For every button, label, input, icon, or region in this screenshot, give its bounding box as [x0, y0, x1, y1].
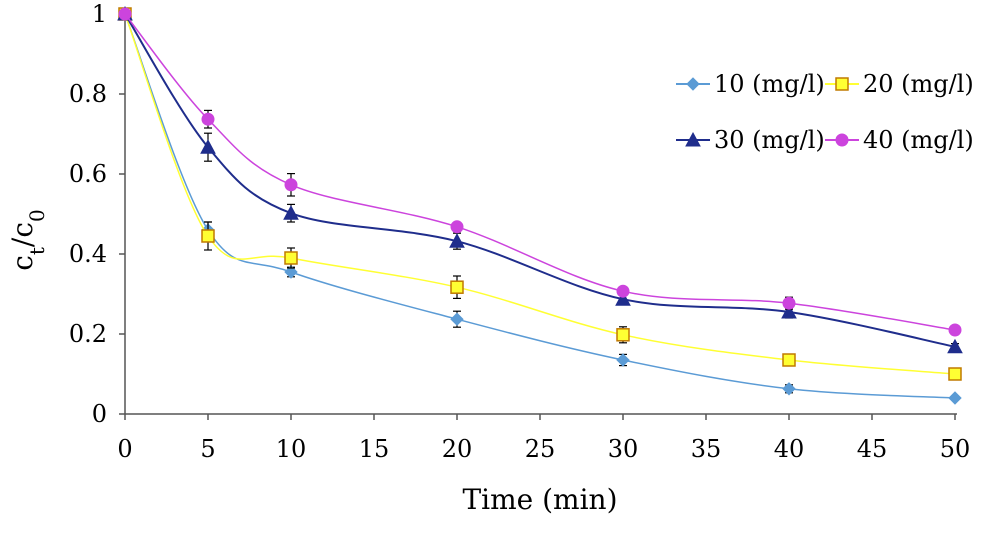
data-point	[201, 229, 215, 243]
legend-item-4: 40 (mg/l)	[825, 126, 974, 154]
y-axis-title-sub1: t	[25, 247, 49, 255]
x-tick-label: 25	[525, 435, 556, 463]
y-tick-label: 0.2	[69, 320, 107, 348]
series-1	[118, 7, 962, 405]
data-point	[782, 382, 796, 396]
legend-marker	[835, 77, 849, 91]
data-point	[615, 291, 631, 306]
y-axis-title-slash: /c	[6, 222, 39, 247]
data-point	[284, 251, 298, 265]
legend-marker	[835, 133, 849, 147]
data-point	[781, 303, 797, 319]
x-tick-label: 50	[940, 435, 971, 463]
data-point	[616, 353, 630, 367]
data-point	[616, 328, 630, 342]
x-tick-label: 10	[276, 435, 307, 463]
y-axis-title-main: c	[6, 255, 39, 271]
y-tick-label: 1	[92, 0, 107, 28]
data-point	[200, 139, 216, 154]
data-point	[283, 205, 299, 220]
x-tick-label: 15	[359, 435, 390, 463]
series-line	[124, 13, 956, 399]
data-point	[449, 233, 465, 248]
svg-text:ct/c0: ct/c0	[6, 209, 49, 271]
legend: 10 (mg/l) 20 (mg/l) 30 (mg/l) 40 (mg/l)	[676, 70, 974, 154]
data-point	[782, 296, 796, 310]
data-point	[948, 323, 962, 337]
data-point	[450, 280, 464, 294]
y-tick-label: 0.4	[69, 240, 107, 268]
data-point	[616, 284, 630, 298]
legend-item-3: 30 (mg/l)	[676, 126, 825, 154]
x-tick-label: 35	[691, 435, 722, 463]
legend-label: 10 (mg/l)	[714, 70, 825, 98]
x-tick-label: 5	[200, 435, 215, 463]
y-tick-label: 0	[92, 400, 107, 428]
legend-label: 30 (mg/l)	[714, 126, 825, 154]
x-tick-label: 40	[774, 435, 805, 463]
y-tick-label: 0.6	[69, 160, 107, 188]
data-point	[450, 220, 464, 234]
series-3	[117, 5, 963, 354]
x-tick-label: 20	[442, 435, 473, 463]
data-point	[948, 367, 962, 381]
legend-marker	[685, 131, 701, 147]
data-point	[201, 112, 215, 126]
y-axis-title: ct/c0	[6, 209, 49, 271]
data-point	[118, 7, 132, 21]
series-4	[118, 7, 962, 337]
legend-label: 40 (mg/l)	[863, 126, 974, 154]
x-axis-title: Time (min)	[462, 483, 617, 516]
legend-marker	[686, 77, 700, 91]
series-line	[124, 13, 956, 348]
data-point	[948, 391, 962, 405]
legend-item-1: 10 (mg/l)	[676, 70, 825, 98]
series-2	[118, 7, 962, 381]
legend-item-2: 20 (mg/l)	[825, 70, 974, 98]
axes: 00.20.40.60.810 5 10 15 20 25 30 35 40 45 50	[69, 0, 970, 463]
y-axis-title-sub2: 0	[25, 209, 49, 222]
series-layer	[117, 5, 963, 405]
data-point	[947, 338, 963, 354]
x-tick-label: 45	[857, 435, 888, 463]
data-point	[782, 353, 796, 367]
data-point	[284, 178, 298, 192]
series-line	[124, 13, 956, 331]
legend-label: 20 (mg/l)	[863, 70, 974, 98]
x-tick-label: 30	[608, 435, 639, 463]
x-tick-label: 0	[117, 435, 132, 463]
data-point	[450, 312, 464, 326]
data-point	[284, 265, 298, 279]
y-tick-label: 0.8	[69, 80, 107, 108]
